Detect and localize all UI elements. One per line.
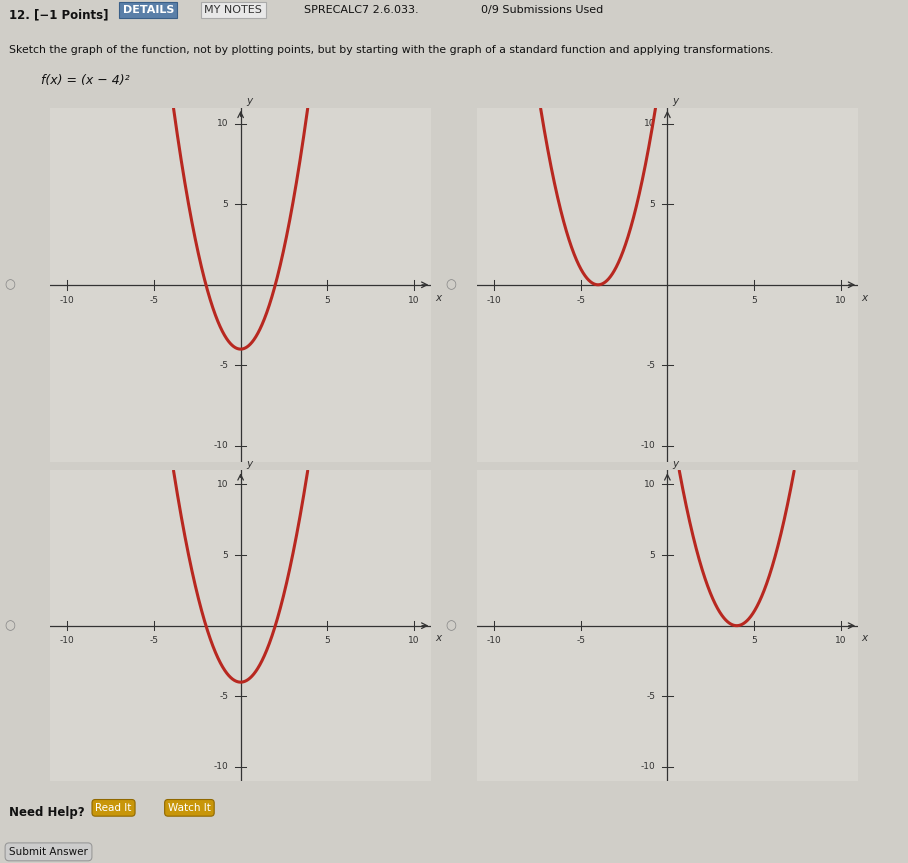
Text: 12. [−1 Points]: 12. [−1 Points] — [9, 8, 109, 21]
Text: -10: -10 — [213, 441, 229, 450]
Text: DETAILS: DETAILS — [123, 5, 174, 15]
Text: 5: 5 — [649, 200, 656, 209]
Text: 10: 10 — [644, 119, 656, 129]
Text: -10: -10 — [60, 296, 74, 305]
Text: x: x — [862, 293, 868, 303]
Text: y: y — [246, 459, 252, 469]
Text: 5: 5 — [222, 551, 229, 559]
Text: ○: ○ — [445, 619, 456, 633]
Text: -5: -5 — [646, 361, 656, 369]
Text: -10: -10 — [640, 441, 656, 450]
Text: -5: -5 — [220, 692, 229, 701]
Text: -5: -5 — [220, 361, 229, 369]
Text: 5: 5 — [222, 200, 229, 209]
Text: ○: ○ — [5, 278, 15, 292]
Text: 10: 10 — [835, 296, 846, 305]
Text: y: y — [246, 97, 252, 106]
Text: 10: 10 — [409, 296, 419, 305]
Text: 10: 10 — [217, 480, 229, 489]
Text: -10: -10 — [487, 635, 501, 645]
Text: 5: 5 — [324, 635, 331, 645]
Text: -10: -10 — [487, 296, 501, 305]
Text: f(x) = (x − 4)²: f(x) = (x − 4)² — [41, 74, 130, 87]
Text: ○: ○ — [445, 278, 456, 292]
Text: Watch It: Watch It — [168, 803, 211, 813]
Text: Submit Answer: Submit Answer — [9, 847, 88, 857]
Text: MY NOTES: MY NOTES — [204, 5, 262, 15]
Text: Need Help?: Need Help? — [9, 806, 84, 819]
Text: Sketch the graph of the function, not by plotting points, but by starting with t: Sketch the graph of the function, not by… — [9, 45, 774, 54]
Text: -5: -5 — [150, 296, 159, 305]
Text: 10: 10 — [644, 480, 656, 489]
Text: -5: -5 — [150, 635, 159, 645]
Text: 10: 10 — [835, 635, 846, 645]
Text: 5: 5 — [751, 296, 757, 305]
Text: ○: ○ — [5, 619, 15, 633]
Text: -5: -5 — [646, 692, 656, 701]
Text: -10: -10 — [640, 762, 656, 772]
Text: 5: 5 — [751, 635, 757, 645]
Text: x: x — [435, 293, 441, 303]
Text: 5: 5 — [324, 296, 331, 305]
Text: -5: -5 — [577, 296, 586, 305]
Text: -10: -10 — [213, 762, 229, 772]
Text: 10: 10 — [217, 119, 229, 129]
Text: x: x — [862, 633, 868, 643]
Text: 10: 10 — [409, 635, 419, 645]
Text: 5: 5 — [649, 551, 656, 559]
Text: Read It: Read It — [95, 803, 132, 813]
Text: y: y — [673, 459, 678, 469]
Text: SPRECALC7 2.6.033.: SPRECALC7 2.6.033. — [304, 5, 419, 15]
Text: -10: -10 — [60, 635, 74, 645]
Text: x: x — [435, 633, 441, 643]
Text: -5: -5 — [577, 635, 586, 645]
Text: 0/9 Submissions Used: 0/9 Submissions Used — [481, 5, 604, 15]
Text: y: y — [673, 97, 678, 106]
